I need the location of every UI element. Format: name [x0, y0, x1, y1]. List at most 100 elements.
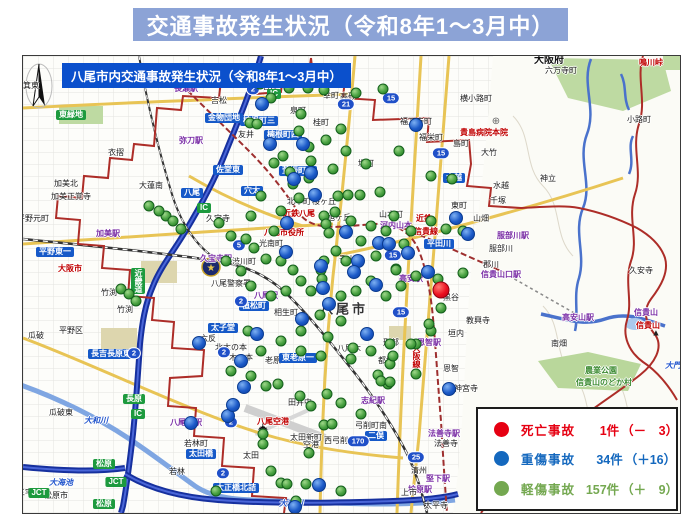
minor-accident-dot: [175, 223, 187, 235]
minor-accident-dot: [287, 264, 299, 276]
serious-accident-dot: [339, 225, 353, 239]
map-label: 太田橋: [186, 449, 216, 459]
minor-accident-dot: [405, 338, 417, 350]
map-label: 竹渕: [117, 305, 133, 314]
map-label: 大阪線: [412, 344, 421, 368]
minor-accident-dot: [327, 163, 339, 175]
minor-accident-dot: [405, 225, 417, 237]
minor-accident-dot: [255, 345, 267, 357]
map-label: 恩智: [443, 364, 459, 373]
minor-accident-dot: [374, 186, 386, 198]
minor-accident-dot: [335, 123, 347, 135]
map-label: 太子堂: [208, 323, 238, 333]
minor-accident-dot: [275, 205, 287, 217]
minor-accident-dot: [248, 242, 260, 254]
minor-accident-dot: [345, 353, 357, 365]
map-label: 弥刀駅: [179, 136, 203, 145]
map-label: 垣内: [448, 329, 464, 338]
minor-accident-dot: [295, 275, 307, 287]
map-label: 八尾空港: [257, 417, 289, 426]
svg-text:★: ★: [207, 263, 216, 274]
map-label: 柏原駅: [408, 485, 432, 494]
serious-accident-dot: [461, 227, 475, 241]
minor-accident-dot: [123, 288, 135, 300]
minor-accident-dot: [380, 290, 392, 302]
minor-accident-dot: [167, 215, 179, 227]
minor-accident-dot: [210, 485, 222, 497]
map-label: 萱振町二: [279, 166, 317, 176]
map-label: 福栄町: [419, 133, 443, 142]
map-label: 幸町: [323, 91, 339, 100]
fatal-accident-dot: [432, 281, 450, 299]
map-label: 田井中: [288, 398, 312, 407]
map-label: 若林: [169, 467, 185, 476]
legend-dot-icon: [494, 480, 509, 496]
minor-accident-dot: [272, 378, 284, 390]
map-label: IC: [131, 409, 145, 419]
map-label: 大竹: [481, 148, 497, 157]
map-label: 志紀駅: [361, 396, 385, 405]
map-label: 近鉄: [416, 214, 432, 223]
map-label: 吉松: [211, 96, 227, 105]
minor-accident-dot: [365, 220, 377, 232]
minor-accident-dot: [340, 145, 352, 157]
map-label: 若林町: [184, 439, 208, 448]
serious-accident-dot: [288, 500, 302, 513]
serious-accident-dot: [308, 188, 322, 202]
map-label: 松原: [93, 499, 115, 509]
minor-accident-dot: [365, 345, 377, 357]
minor-accident-dot: [295, 325, 307, 337]
legend-row: 死亡事故 1件 （－ 3）: [478, 420, 678, 439]
serious-accident-dot: [280, 216, 294, 230]
minor-accident-dot: [245, 370, 257, 382]
minor-accident-dot: [440, 223, 452, 235]
map-label: 高砂: [340, 92, 356, 101]
minor-accident-dot: [457, 267, 469, 279]
map-label: 南畑: [551, 339, 567, 348]
legend-row: 軽傷事故 157件 （＋ 9）: [478, 479, 678, 498]
map-label: 水越: [493, 181, 509, 190]
serious-accident-dot: [250, 327, 264, 341]
map-label: 15: [381, 92, 401, 104]
map-label: 清州: [411, 466, 427, 475]
map-label: 桜ヶ丘: [312, 197, 336, 206]
minor-accident-dot: [143, 200, 155, 212]
minor-accident-dot: [225, 230, 237, 242]
map-label: 信貴山のどか村: [576, 378, 632, 387]
minor-accident-dot: [388, 210, 400, 222]
minor-accident-dot: [410, 368, 422, 380]
minor-accident-dot: [345, 215, 357, 227]
minor-accident-dot: [380, 225, 392, 237]
map-label: 長吉長原東: [88, 349, 134, 359]
map-label: 服部川駅: [497, 231, 529, 240]
map-label: 八尾: [181, 188, 203, 198]
legend-delta: （＋16）: [624, 453, 677, 468]
map-label: 久宝寺駅: [200, 254, 232, 263]
map-label: 堅下駅: [426, 474, 450, 483]
minor-accident-dot: [425, 215, 437, 227]
serious-accident-dot: [449, 211, 463, 225]
accident-map: ★ 八尾市内交通事故発生状況（令和8年1～3月中） 長瀬駅弥刀駅加美駅久宝寺駅八…: [22, 55, 681, 514]
map-label: 二俣: [365, 431, 387, 441]
map-label: 老原: [265, 356, 281, 365]
map-label: IC: [197, 203, 211, 213]
map-label: 長瀬駅: [174, 84, 198, 93]
minor-accident-dot: [350, 87, 362, 99]
map-label: 太田: [243, 451, 259, 460]
minor-accident-dot: [245, 210, 257, 222]
legend-dot-icon: [494, 451, 509, 467]
minor-accident-dot: [153, 205, 165, 217]
map-label: 15: [391, 306, 411, 318]
map-label: 植松町: [239, 301, 269, 311]
map-label: 太田新町: [290, 433, 322, 442]
minor-accident-dot: [130, 295, 142, 307]
legend-count: 157件: [585, 482, 620, 497]
serious-accident-dot: [255, 97, 269, 111]
minor-accident-dot: [265, 290, 277, 302]
map-label: 15: [383, 249, 403, 261]
minor-accident-dot: [295, 108, 307, 120]
map-label: 小路町: [627, 115, 651, 124]
minor-accident-dot: [257, 438, 269, 450]
serious-accident-dot: [234, 354, 248, 368]
